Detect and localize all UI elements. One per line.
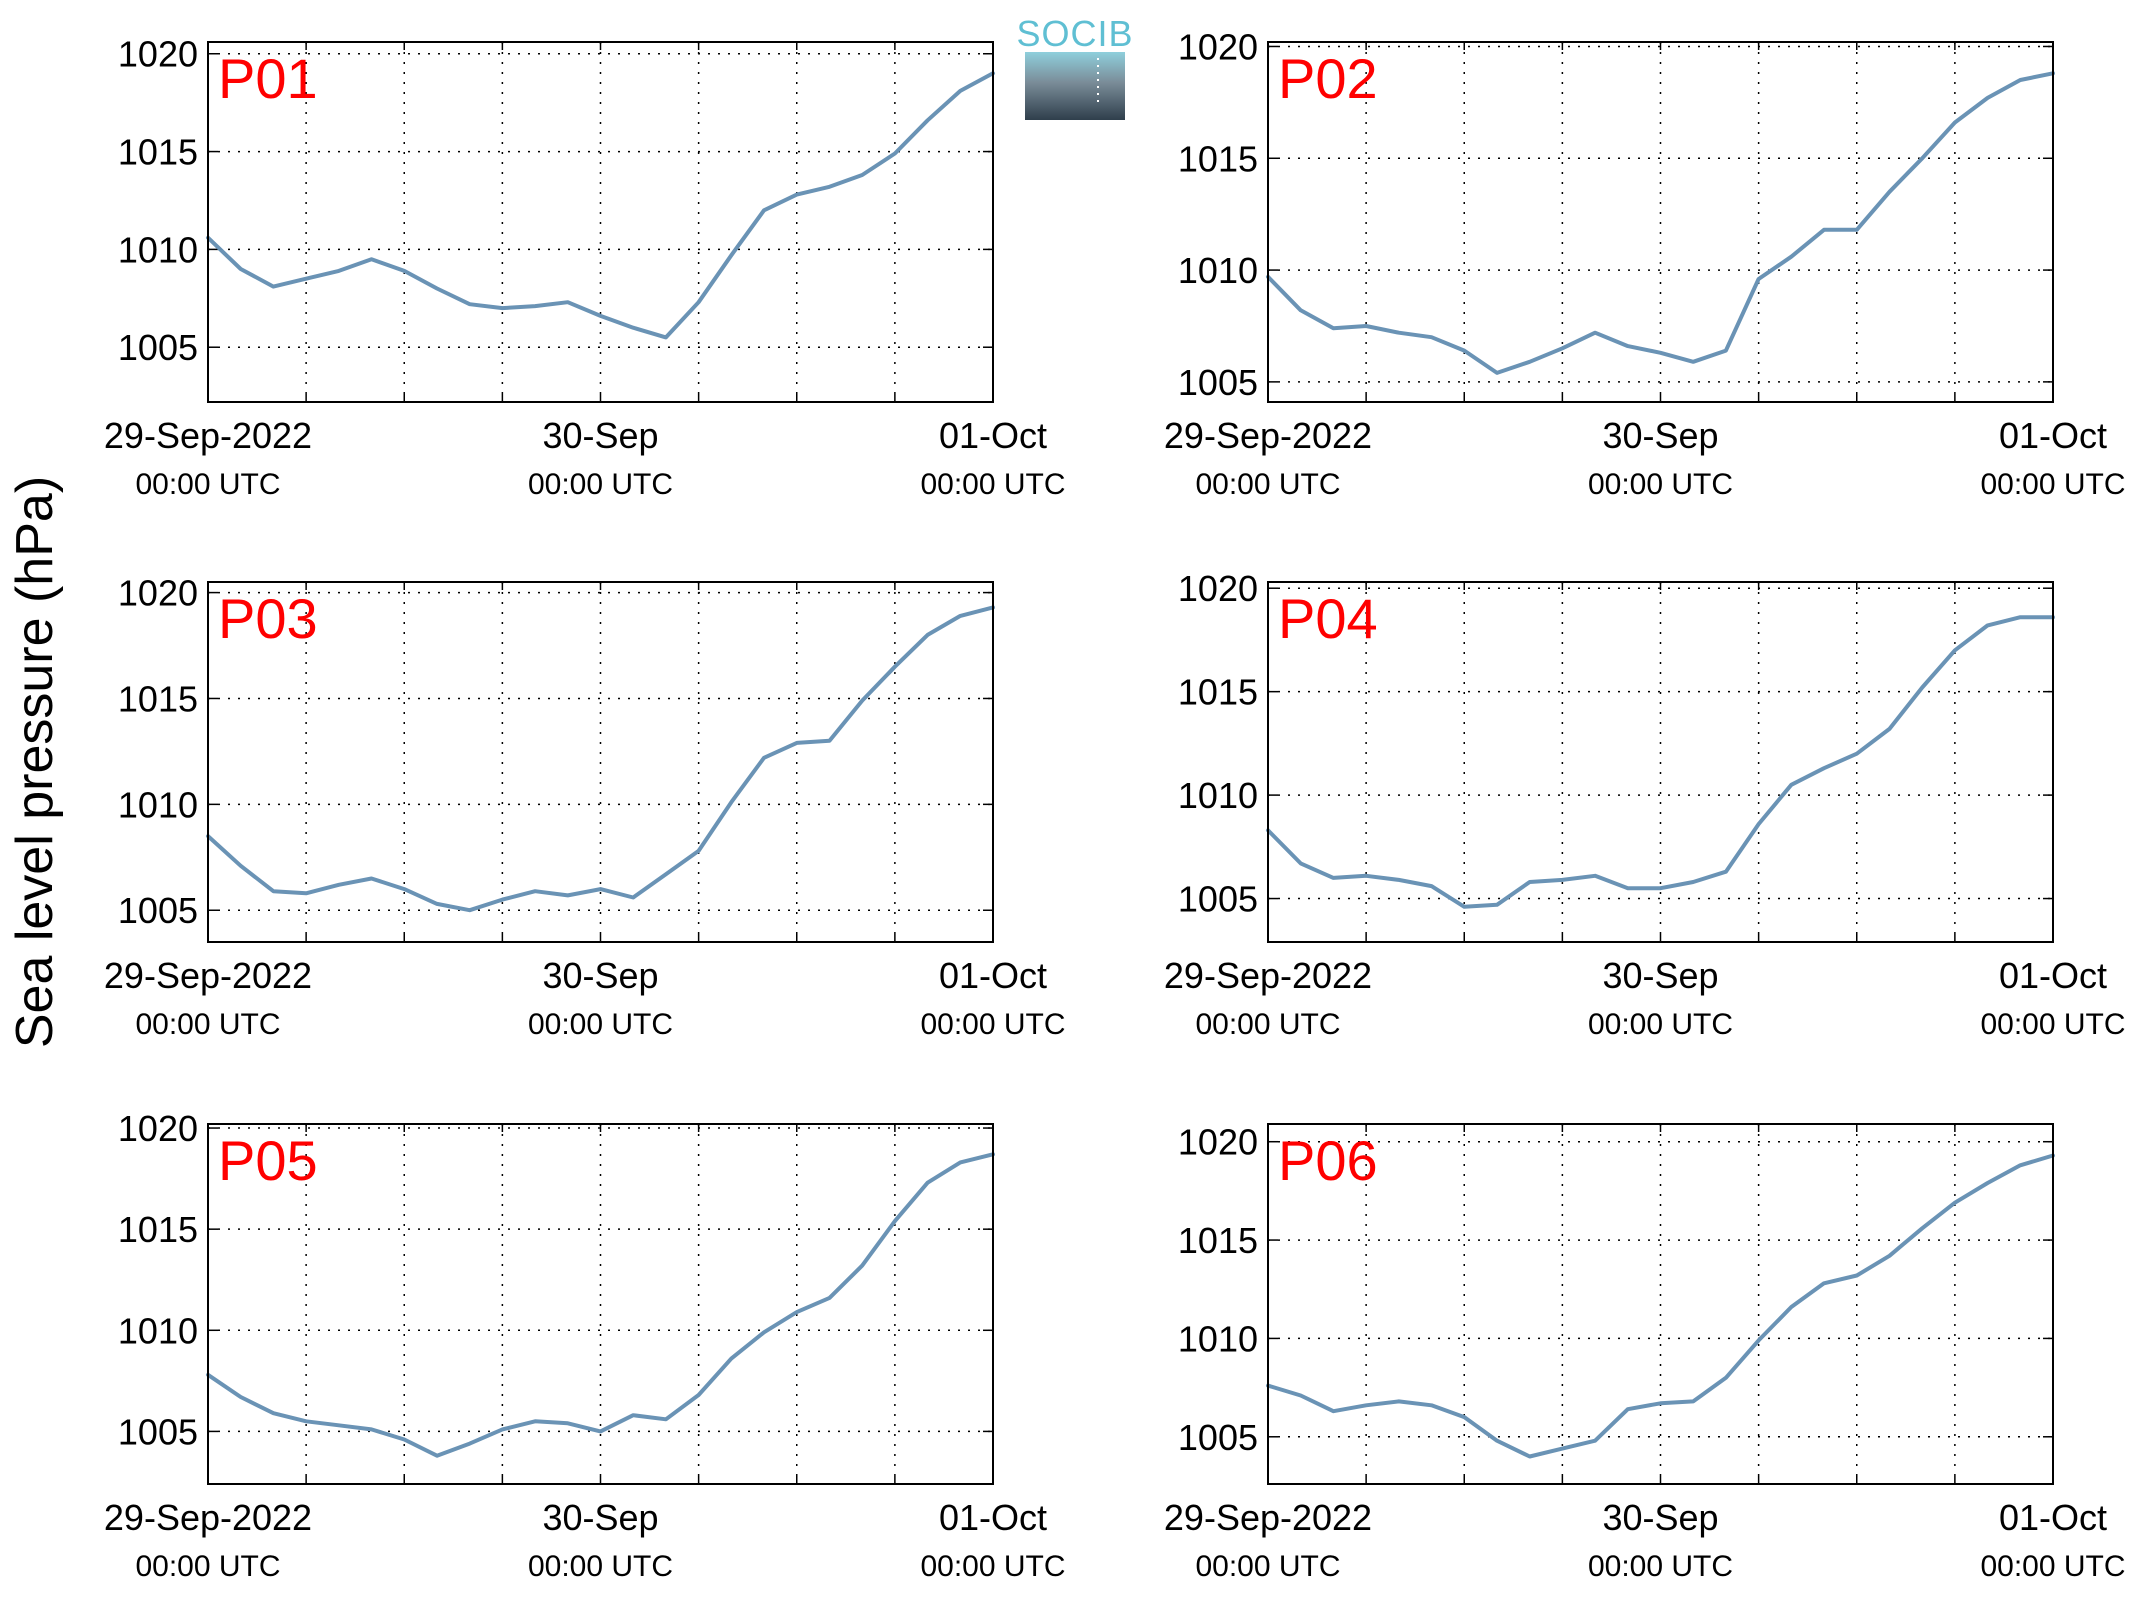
- x-tick-label-time: 00:00 UTC: [135, 1550, 280, 1583]
- y-tick-label: 1005: [118, 890, 198, 931]
- panel-p04: 1005 1010 1015 1020 29-Sep-2022 00:00 UTC 30-S…: [1164, 568, 2126, 1041]
- y-tick-label: 1015: [1178, 138, 1258, 179]
- y-tick-label: 1020: [118, 573, 198, 614]
- y-tick-label: 1015: [118, 132, 198, 173]
- x-tick-label-time: 00:00 UTC: [1195, 1550, 1340, 1583]
- x-tick-label-date: 29-Sep-2022: [1164, 1497, 1372, 1538]
- y-tick-label: 1020: [118, 1108, 198, 1149]
- y-tick-label: 1015: [118, 678, 198, 719]
- x-tick-label-time: 00:00 UTC: [528, 1008, 673, 1041]
- x-tick-label-date: 30-Sep: [542, 415, 658, 456]
- y-tick-label: 1005: [1178, 879, 1258, 920]
- panel-p06: 1005 1010 1015 1020 29-Sep-2022 00:00 UTC 30-S…: [1164, 1122, 2126, 1583]
- x-tick-label-time: 00:00 UTC: [920, 1008, 1065, 1041]
- x-tick-label-time: 00:00 UTC: [528, 468, 673, 501]
- x-tick-label-date: 30-Sep: [542, 955, 658, 996]
- panels: 1005 1010 1015 1020 29-Sep-2022 00:00 UTC 30-S…: [104, 26, 2126, 1583]
- x-tick-label-date: 01-Oct: [1999, 955, 2107, 996]
- y-tick-label: 1010: [1178, 775, 1258, 816]
- logo-block: [1025, 52, 1125, 120]
- y-tick-label: 1020: [1178, 568, 1258, 609]
- x-tick-label-time: 00:00 UTC: [1980, 1550, 2125, 1583]
- socib-logo: SOCIB: [1016, 13, 1133, 120]
- station-label: P01: [218, 47, 318, 110]
- panel-p05: 1005 1010 1015 1020 29-Sep-2022 00:00 UTC 30-S…: [104, 1108, 1066, 1583]
- y-tick-label: 1015: [1178, 672, 1258, 713]
- y-tick-label: 1005: [1178, 362, 1258, 403]
- x-tick-label-date: 30-Sep: [1602, 1497, 1718, 1538]
- y-tick-label: 1005: [118, 1411, 198, 1452]
- x-tick-label-time: 00:00 UTC: [1980, 1008, 2125, 1041]
- x-tick-label-date: 01-Oct: [939, 415, 1047, 456]
- x-tick-label-time: 00:00 UTC: [528, 1550, 673, 1583]
- series-line-p02: [1266, 71, 2055, 375]
- x-tick-label-time: 00:00 UTC: [920, 468, 1065, 501]
- x-tick-label-time: 00:00 UTC: [1195, 1008, 1340, 1041]
- y-tick-label: 1005: [1178, 1417, 1258, 1458]
- x-tick-label-date: 30-Sep: [1602, 415, 1718, 456]
- panel-p02: 1005 1010 1015 1020 29-Sep-2022 00:00 UTC 30-S…: [1164, 26, 2126, 501]
- y-tick-label: 1010: [1178, 1318, 1258, 1359]
- x-tick-label-date: 29-Sep-2022: [104, 955, 312, 996]
- series-line-p01: [206, 71, 995, 340]
- x-tick-label-date: 01-Oct: [1999, 415, 2107, 456]
- y-tick-label: 1015: [1178, 1220, 1258, 1261]
- y-tick-label: 1015: [118, 1209, 198, 1250]
- y-tick-label: 1020: [1178, 1122, 1258, 1163]
- station-label: P05: [218, 1129, 318, 1192]
- x-tick-label-time: 00:00 UTC: [1588, 468, 1733, 501]
- x-tick-label-time: 00:00 UTC: [920, 1550, 1065, 1583]
- y-tick-label: 1020: [1178, 26, 1258, 67]
- x-tick-label-time: 00:00 UTC: [1195, 468, 1340, 501]
- plot-frame: [1267, 1123, 2054, 1485]
- x-tick-label-date: 01-Oct: [1999, 1497, 2107, 1538]
- x-tick-label-date: 29-Sep-2022: [104, 415, 312, 456]
- y-axis-label: Sea level pressure (hPa): [6, 476, 64, 1048]
- x-tick-label-date: 01-Oct: [939, 1497, 1047, 1538]
- series-line-p06: [1266, 1153, 2055, 1459]
- station-label: P06: [1278, 1129, 1378, 1192]
- x-tick-label-date: 29-Sep-2022: [1164, 955, 1372, 996]
- plot-frame: [207, 41, 994, 403]
- x-tick-label-time: 00:00 UTC: [135, 468, 280, 501]
- x-tick-label-date: 29-Sep-2022: [1164, 415, 1372, 456]
- y-tick-label: 1010: [1178, 250, 1258, 291]
- x-tick-label-time: 00:00 UTC: [1588, 1550, 1733, 1583]
- x-tick-label-date: 29-Sep-2022: [104, 1497, 312, 1538]
- logo-text: SOCIB: [1016, 13, 1133, 54]
- plot-frame: [1267, 41, 2054, 403]
- y-tick-label: 1020: [118, 34, 198, 75]
- panel-p01: 1005 1010 1015 1020 29-Sep-2022 00:00 UTC 30-S…: [104, 34, 1066, 501]
- x-tick-label-time: 00:00 UTC: [1980, 468, 2125, 501]
- series-line-p04: [1266, 615, 2055, 909]
- plot-frame: [207, 1123, 994, 1485]
- series-line-p05: [206, 1152, 995, 1458]
- station-label: P04: [1278, 587, 1378, 650]
- plot-frame: [1267, 581, 2054, 943]
- plot-frame: [207, 581, 994, 943]
- series-line-p03: [206, 605, 995, 913]
- panel-p03: 1005 1010 1015 1020 29-Sep-2022 00:00 UTC 30-S…: [104, 573, 1066, 1041]
- y-tick-label: 1010: [118, 229, 198, 270]
- station-label: P03: [218, 587, 318, 650]
- y-tick-label: 1005: [118, 327, 198, 368]
- x-tick-label-date: 30-Sep: [1602, 955, 1718, 996]
- station-label: P02: [1278, 47, 1378, 110]
- x-tick-label-time: 00:00 UTC: [1588, 1008, 1733, 1041]
- y-tick-label: 1010: [118, 784, 198, 825]
- x-tick-label-date: 30-Sep: [542, 1497, 658, 1538]
- x-tick-label-time: 00:00 UTC: [135, 1008, 280, 1041]
- x-tick-label-date: 01-Oct: [939, 955, 1047, 996]
- y-tick-label: 1010: [118, 1310, 198, 1351]
